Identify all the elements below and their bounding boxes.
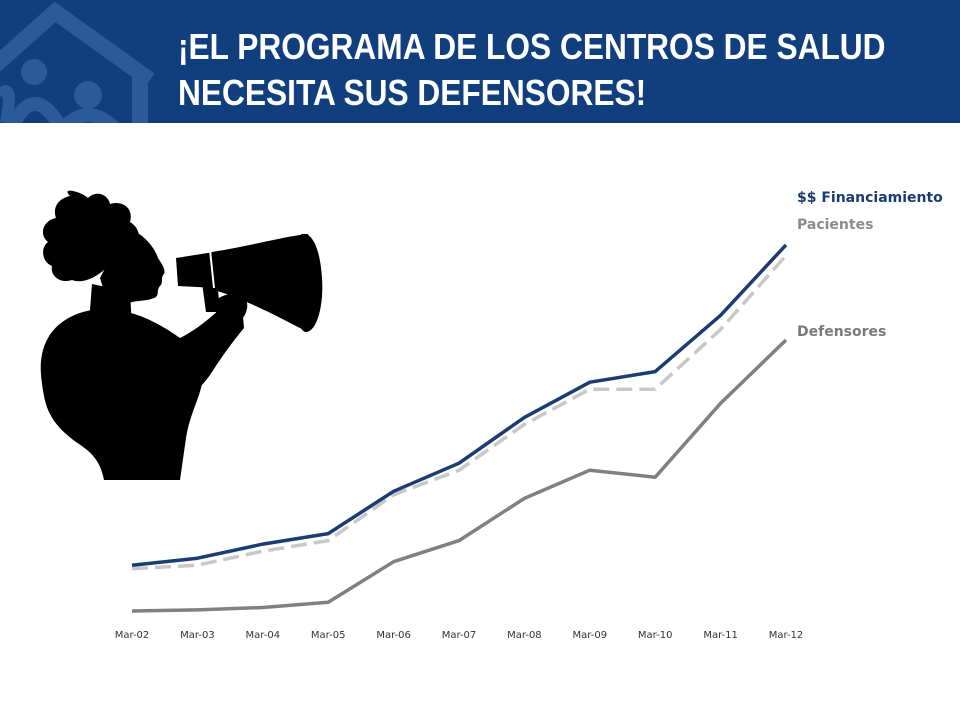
person-with-megaphone-icon bbox=[40, 190, 323, 480]
title-line-2: NECESITA SUS DEFENSORES! bbox=[178, 72, 647, 113]
x-tick-label: Mar-11 bbox=[703, 630, 738, 641]
x-tick-label: Mar-09 bbox=[573, 630, 608, 641]
x-tick-label: Mar-02 bbox=[115, 630, 150, 641]
x-tick-label: Mar-10 bbox=[638, 630, 673, 641]
series-line-defensores bbox=[131, 338, 788, 613]
house-logo-icon bbox=[0, 1, 155, 123]
page-title: ¡EL PROGRAMA DE LOS CENTROS DE SALUD NEC… bbox=[178, 24, 886, 116]
x-tick-label: Mar-12 bbox=[769, 630, 804, 641]
series-line-financiamiento bbox=[131, 243, 788, 567]
x-tick-label: Mar-03 bbox=[180, 630, 215, 641]
x-tick-label: Mar-08 bbox=[507, 630, 542, 641]
x-tick-label: Mar-06 bbox=[376, 630, 411, 641]
x-axis: Mar-02 Mar-03 Mar-04 Mar-05 Mar-06 Mar-07 Mar-… bbox=[115, 630, 804, 641]
x-tick-label: Mar-05 bbox=[311, 630, 346, 641]
series-label: Defensores bbox=[797, 324, 886, 340]
header-banner: ¡EL PROGRAMA DE LOS CENTROS DE SALUD NEC… bbox=[0, 0, 960, 123]
x-tick-label: Mar-04 bbox=[246, 630, 281, 641]
x-tick-label: Mar-07 bbox=[442, 630, 477, 641]
series-line-pacientes bbox=[131, 254, 788, 571]
series-labels: $$ Financiamiento Pacientes Defensores bbox=[797, 190, 943, 340]
line-chart: Mar-02 Mar-03 Mar-04 Mar-05 Mar-06 Mar-07 Mar-… bbox=[115, 190, 943, 641]
plot-area bbox=[131, 243, 788, 613]
series-label: $$ Financiamiento bbox=[797, 190, 943, 206]
title-line-1: ¡EL PROGRAMA DE LOS CENTROS DE SALUD bbox=[178, 26, 886, 67]
series-label: Pacientes bbox=[797, 217, 873, 233]
